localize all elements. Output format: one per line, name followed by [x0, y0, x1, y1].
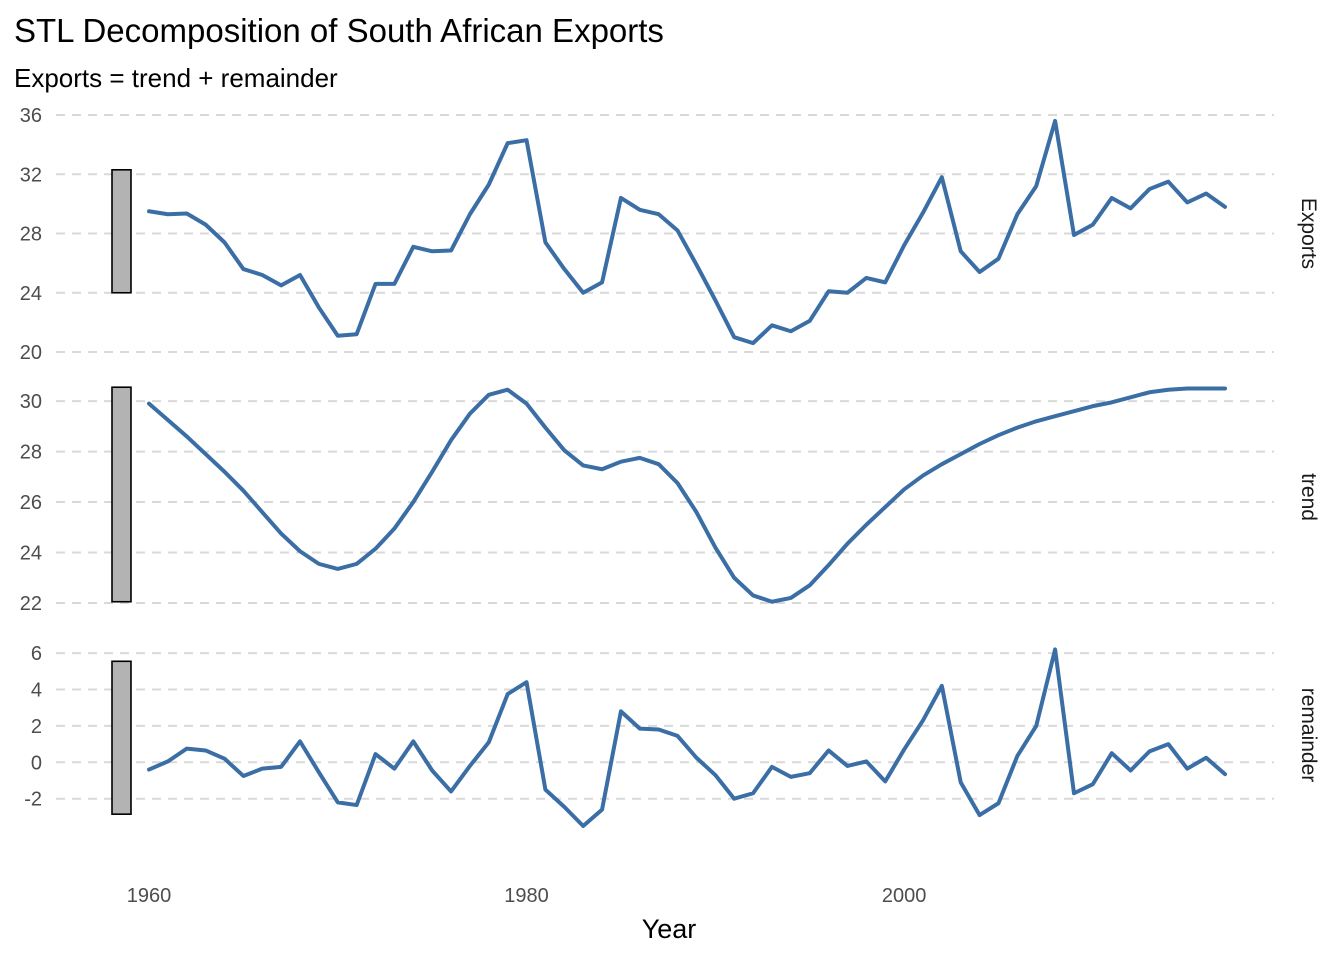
series-line-trend — [147, 386, 1227, 604]
panel-trend: 22 24 26 28 30 trend — [20, 386, 1320, 615]
facet-panels: 2024283236Exports2224262830trend-20246re… — [20, 105, 1320, 828]
y-tick-label: 20 — [20, 342, 42, 364]
panel-exports: 20 24 28 32 36 Exports — [20, 105, 1320, 364]
y-tick-label: 22 — [20, 593, 42, 615]
range-bar — [111, 660, 132, 815]
y-tick-label: 36 — [20, 105, 42, 127]
y-tick-label: 2 — [31, 716, 42, 738]
strip-label: trend — [1297, 473, 1320, 521]
y-tick-label: 24 — [20, 543, 42, 565]
series-line-exports — [147, 118, 1227, 346]
y-tick-label: 32 — [20, 164, 42, 186]
series-line-remainder — [147, 647, 1227, 828]
range-bar — [111, 169, 132, 294]
chart-subtitle: Exports = trend + remainder — [14, 63, 338, 93]
x-tick-label: 1960 — [127, 885, 172, 907]
strip-label: Exports — [1297, 198, 1320, 269]
x-tick-label: 2000 — [882, 885, 927, 907]
y-tick-label: 30 — [20, 391, 42, 413]
y-tick-label: 4 — [31, 680, 42, 702]
y-tick-label: 28 — [20, 442, 42, 464]
y-tick-label: 0 — [31, 752, 42, 774]
y-tick-label: -2 — [24, 789, 42, 811]
panel-remainder: -2 0 2 4 6 remainder — [24, 643, 1320, 828]
strip-label: remainder — [1297, 688, 1320, 783]
y-tick-label: 28 — [20, 224, 42, 246]
y-tick-label: 26 — [20, 492, 42, 514]
y-tick-label: 6 — [31, 643, 42, 665]
range-bar — [111, 386, 132, 603]
chart-title: STL Decomposition of South African Expor… — [14, 12, 664, 49]
x-axis-label: Year — [642, 914, 697, 944]
x-axis: 1960 1980 2000 — [127, 885, 927, 907]
x-tick-label: 1980 — [504, 885, 549, 907]
y-tick-label: 24 — [20, 283, 42, 305]
